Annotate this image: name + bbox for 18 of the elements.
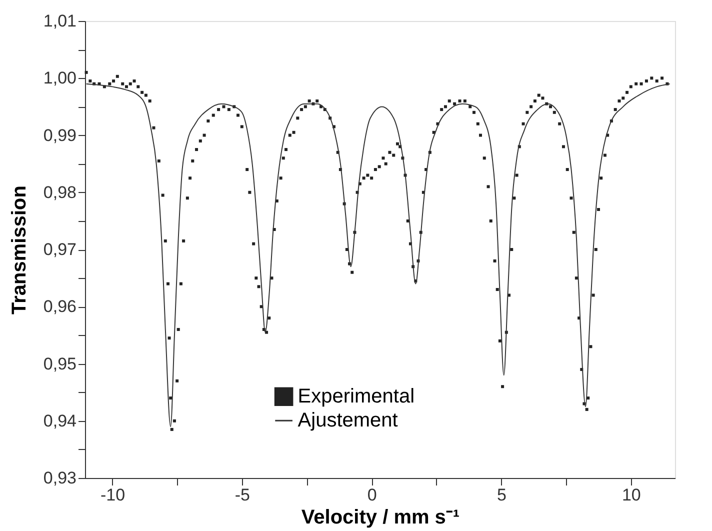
- y-tick-label: 1,00: [43, 68, 76, 88]
- y-tick-label: 0,95: [43, 354, 76, 374]
- y-tick-label: 0,94: [43, 411, 76, 430]
- x-tick-label: 5: [497, 486, 506, 504]
- y-tick-label: 0,97: [43, 240, 76, 259]
- x-tick-label: -5: [234, 486, 250, 504]
- x-tick-label: 10: [622, 486, 641, 504]
- x-axis-title: Velocity / mm s⁻¹: [301, 506, 460, 528]
- x-tick-label: 0: [367, 486, 377, 504]
- y-tick-label: 0,96: [43, 297, 76, 316]
- legend-label: Ajustement: [298, 410, 398, 432]
- y-tick-label: 0,98: [43, 182, 76, 202]
- y-tick-label: 0,93: [43, 468, 76, 488]
- y-tick-label: 1,01: [43, 12, 76, 30]
- legend-label: Experimental: [298, 386, 415, 408]
- y-axis-title: Transmission: [8, 186, 30, 314]
- y-tick-label: 0,99: [43, 126, 76, 145]
- x-tick-label: -10: [100, 486, 126, 504]
